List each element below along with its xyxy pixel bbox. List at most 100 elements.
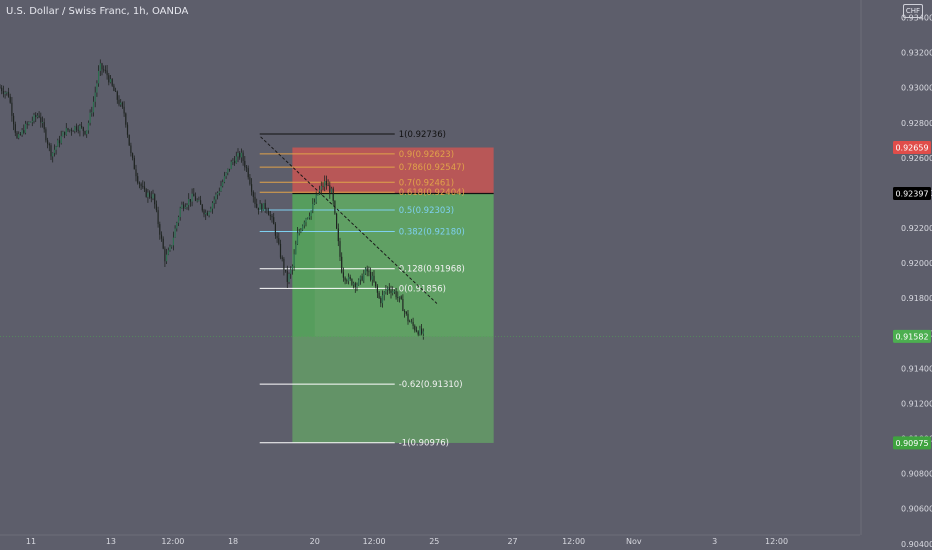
candle-body <box>390 290 392 293</box>
candle-body <box>128 134 130 146</box>
candle-body <box>279 243 282 258</box>
candle-body <box>397 297 399 298</box>
candle-body <box>126 124 129 135</box>
x-tick-label: 13 <box>106 537 116 546</box>
candle-body <box>347 276 350 282</box>
currency-badge[interactable]: CHF <box>903 4 923 18</box>
candle-body <box>358 279 360 285</box>
candle-body <box>257 207 259 210</box>
candle-body <box>60 136 62 144</box>
candle-body <box>115 90 117 92</box>
candle-body <box>108 75 110 83</box>
candle-body <box>55 146 57 150</box>
candle-body <box>274 224 276 236</box>
candle-body <box>24 123 27 133</box>
candle-body <box>337 228 339 242</box>
candle-body <box>412 321 414 326</box>
candle-body <box>67 128 69 131</box>
candle-body <box>339 241 341 257</box>
x-tick-label: 25 <box>429 537 439 546</box>
fib-level-label: 0.618(0.92404) <box>399 188 465 198</box>
candle-body <box>240 152 242 158</box>
filled-profit-zone <box>292 193 315 337</box>
y-tick-label: 0.90800 <box>901 470 932 479</box>
candle-body <box>98 70 100 84</box>
candle-body <box>160 234 163 239</box>
candle-body <box>154 194 156 205</box>
candle-body <box>109 79 112 83</box>
x-tick-label: 18 <box>228 537 238 546</box>
candle-body <box>171 245 173 247</box>
candle-body <box>205 212 207 215</box>
candle-body <box>234 160 236 164</box>
fib-level-label: 0.382(0.92180) <box>399 228 465 238</box>
candle-body <box>94 92 96 102</box>
candle-body <box>405 311 407 314</box>
candle-body <box>1 87 3 92</box>
candle-body <box>336 213 338 229</box>
candle-body <box>315 194 317 203</box>
candle-body <box>317 193 319 195</box>
x-tick-label: 12:00 <box>161 537 184 546</box>
x-tick-label: 11 <box>26 537 36 546</box>
candle-body <box>179 208 181 218</box>
candle-body <box>74 126 76 131</box>
candle-body <box>45 129 47 141</box>
candle-body <box>157 210 159 225</box>
candle-body <box>256 203 258 208</box>
candle-body <box>364 268 367 274</box>
candle-body <box>220 186 222 192</box>
candle-body <box>86 130 88 135</box>
candle-body <box>422 331 424 334</box>
x-tick-label: 12:00 <box>562 537 585 546</box>
trend-line <box>260 136 438 304</box>
candle-body <box>120 102 122 105</box>
candle-body <box>341 256 343 273</box>
candle-body <box>123 106 125 114</box>
candle-body <box>72 130 74 132</box>
y-tick-label: 0.92600 <box>901 154 932 163</box>
y-tick-label: 0.91800 <box>901 294 932 303</box>
candle-body <box>271 215 273 218</box>
fib-level-label: 0.5(0.92303) <box>399 206 454 216</box>
candle-body <box>249 177 251 185</box>
y-tick-label: 0.90400 <box>901 540 932 549</box>
candle-body <box>344 277 346 281</box>
candle-body <box>254 196 256 204</box>
symbol-title[interactable]: U.S. Dollar / Swiss Franc, 1h, OANDA <box>6 6 189 17</box>
candle-body <box>181 204 183 209</box>
candle-body <box>113 85 115 91</box>
fib-level-label: 0.128(0.91968) <box>399 265 465 275</box>
candle-body <box>147 192 149 197</box>
candle-body <box>393 291 395 292</box>
candle-body <box>84 131 86 135</box>
price-tag-label: 0.90975 <box>895 439 928 448</box>
candle-body <box>242 152 244 161</box>
candle-body <box>368 271 370 273</box>
candle-body <box>392 291 394 293</box>
candle-body <box>7 92 10 97</box>
candle-body <box>183 204 185 209</box>
candle-body <box>19 134 21 135</box>
candle-body <box>6 92 8 93</box>
candle-body <box>31 120 33 123</box>
candle-body <box>18 134 20 138</box>
candle-body <box>198 200 200 202</box>
candle-body <box>0 87 1 89</box>
candle-body <box>194 196 197 201</box>
candle-body <box>298 231 300 234</box>
candle-body <box>227 168 229 173</box>
candle-body <box>370 271 372 280</box>
candle-body <box>33 114 35 121</box>
candle-body <box>410 321 412 323</box>
candle-body <box>313 202 316 205</box>
candle-body <box>417 331 419 335</box>
candle-body <box>342 272 344 278</box>
candle-body <box>244 160 246 168</box>
candle-body <box>388 287 390 291</box>
candle-body <box>191 193 193 202</box>
candle-body <box>329 185 331 193</box>
candle-body <box>177 217 180 223</box>
candle-body <box>356 284 358 288</box>
